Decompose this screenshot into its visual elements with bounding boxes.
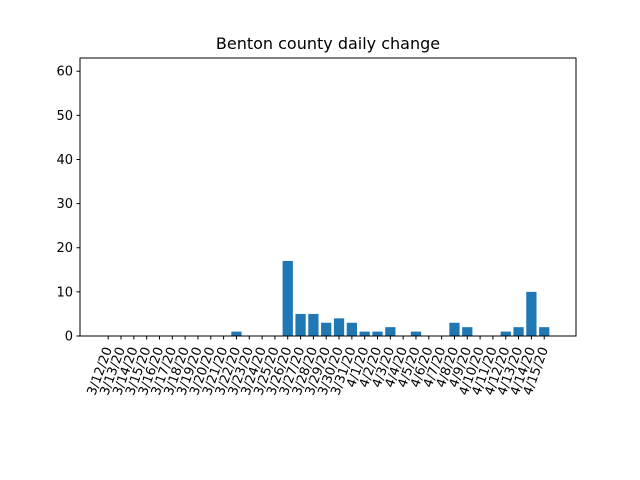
y-tick-label: 10 — [56, 285, 73, 300]
bar-3/31/20 — [346, 322, 357, 336]
bar-4/13/20 — [513, 327, 524, 336]
y-tick-label: 50 — [56, 109, 73, 124]
bar-4/14/20 — [526, 291, 537, 336]
y-tick-label: 30 — [56, 197, 73, 212]
y-tick-label: 0 — [65, 330, 73, 345]
bar-4/3/20 — [385, 327, 396, 336]
chart-title: Benton county daily change — [216, 34, 440, 53]
bar-3/22/20 — [231, 331, 242, 336]
bar-4/5/20 — [410, 331, 422, 336]
y-tick-label: 60 — [56, 65, 73, 80]
bar-3/29/20 — [321, 322, 332, 336]
bar-3/27/20 — [295, 313, 306, 336]
bar-4/9/20 — [462, 327, 473, 336]
y-tick-label: 20 — [56, 241, 73, 256]
plot-frame — [79, 57, 577, 337]
x-axis: 3/12/203/13/203/14/203/15/203/16/203/17/… — [85, 336, 552, 397]
y-axis: 0 10 20 30 40 50 60 — [56, 65, 80, 345]
y-tick-label: 40 — [56, 153, 73, 168]
bar-4/15/20 — [539, 327, 550, 336]
bar-3/30/20 — [333, 318, 345, 336]
bar-3/26/20 — [282, 260, 293, 336]
bar-3/28/20 — [308, 313, 319, 336]
bars-group — [231, 260, 550, 336]
bar-4/2/20 — [372, 331, 383, 336]
bar-4/1/20 — [359, 331, 370, 336]
bar-4/12/20 — [500, 331, 511, 336]
bar-4/8/20 — [449, 322, 460, 336]
